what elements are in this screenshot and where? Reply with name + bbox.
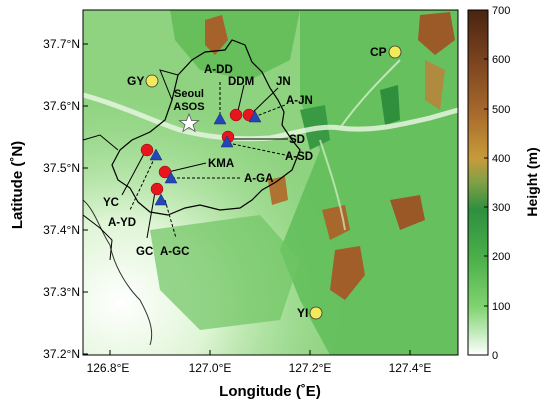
terrain-high-3 (322, 205, 350, 240)
x-tick-127-4: 127.4°E (389, 361, 432, 375)
cb-tick-300: 300 (492, 202, 510, 214)
terrain-high-4 (390, 195, 425, 230)
seoul-asos-label-line1: Seoul (174, 88, 204, 100)
cb-tick-700: 700 (492, 5, 510, 17)
terrain-mid-north (170, 10, 300, 80)
label-a-ga: A-GA (244, 173, 273, 185)
y-tick-37-5: 37.5°N (43, 161, 80, 175)
colorbar-label: Height (m) (524, 147, 540, 216)
west-coastline (83, 199, 153, 346)
site-a-dd-marker (213, 112, 227, 125)
x-tick-127-0: 127.0°E (189, 361, 232, 375)
site-markers (140, 108, 262, 206)
site-gc-marker (150, 182, 164, 196)
label-ddm: DDM (228, 76, 254, 88)
cb-tick-500: 500 (492, 104, 510, 116)
label-a-gc: A-GC (160, 246, 189, 258)
river-branch-south (319, 139, 346, 231)
terrain-ridge-2 (380, 85, 400, 125)
river-branch-east (339, 59, 401, 129)
map-frame (82, 9, 459, 356)
seoul-asos: Seoul ASOS (173, 88, 205, 133)
y-tick-37-3: 37.3°N (43, 285, 80, 299)
label-sd: SD (289, 134, 305, 146)
cb-tick-400: 400 (492, 153, 510, 165)
admin-boundary-1 (83, 134, 119, 151)
x-axis-label: Longitude (˚E) (219, 383, 321, 400)
cb-tick-0: 0 (492, 350, 498, 362)
station-yi-label: YI (297, 306, 308, 320)
station-cp-marker (388, 45, 402, 59)
terrain-high-1 (205, 15, 228, 55)
admin-boundary-2 (83, 214, 113, 261)
label-yc: YC (103, 197, 119, 209)
label-a-dd: A-DD (204, 64, 233, 76)
colorbar-ticks (484, 9, 488, 307)
terrain-ridge-1 (425, 60, 445, 110)
label-a-jn: A-JN (286, 95, 313, 107)
label-kma: KMA (208, 158, 234, 170)
station-gy-marker (145, 74, 159, 88)
x-tick-126-8: 126.8°E (87, 361, 130, 375)
y-tick-37-6: 37.6°N (43, 99, 80, 113)
y-tick-labels: 37.7°N 37.6°N 37.5°N 37.4°N 37.3°N 37.2°… (43, 37, 80, 361)
terrain-high-5 (330, 246, 365, 300)
site-a-sd-marker (220, 135, 234, 148)
terrain-mid-east (280, 10, 458, 355)
terrain-mid-south (150, 215, 300, 330)
site-a-gc-marker (154, 193, 168, 206)
label-jn: JN (276, 76, 291, 88)
y-tick-37-4: 37.4°N (43, 223, 80, 237)
admin-boundary-3 (159, 69, 179, 101)
station-gy-label: GY (127, 74, 144, 88)
colorbar-tick-labels: 700 600 500 400 300 200 100 0 (492, 5, 510, 362)
cb-tick-100: 100 (492, 301, 510, 313)
label-a-yd: A-YD (108, 217, 136, 229)
star-icon (178, 112, 200, 133)
site-a-yd-marker (149, 148, 163, 161)
x-tick-127-2: 127.2°E (289, 361, 332, 375)
cb-tick-200: 200 (492, 251, 510, 263)
y-tick-37-7: 37.7°N (43, 37, 80, 51)
x-tick-labels: 126.8°E 127.0°E 127.2°E 127.4°E (87, 361, 432, 375)
axis-ticks (83, 43, 411, 355)
site-a-ga-marker (164, 171, 178, 184)
han-river (83, 92, 458, 142)
map-panel (83, 10, 458, 355)
colorbar (467, 9, 489, 356)
terrain-high-2 (418, 12, 455, 55)
y-tick-37-2: 37.2°N (43, 347, 80, 361)
label-a-sd: A-SD (285, 151, 313, 163)
site-labels: A-DD DDM JN A-JN SD A-SD KMA A-GA YC A-Y… (103, 64, 313, 258)
yellow-stations: GY CP YI (127, 45, 402, 320)
y-axis-label: Latitude (˚N) (9, 141, 26, 229)
station-cp-label: CP (370, 45, 387, 59)
site-a-jn-marker (248, 110, 262, 123)
seoul-boundary (111, 39, 301, 216)
label-gc: GC (136, 246, 153, 258)
site-ddm-marker (229, 108, 243, 122)
station-yi-marker (309, 306, 323, 320)
site-yc-marker (140, 143, 154, 157)
cb-tick-600: 600 (492, 54, 510, 66)
seoul-asos-label-line2: ASOS (173, 101, 204, 113)
